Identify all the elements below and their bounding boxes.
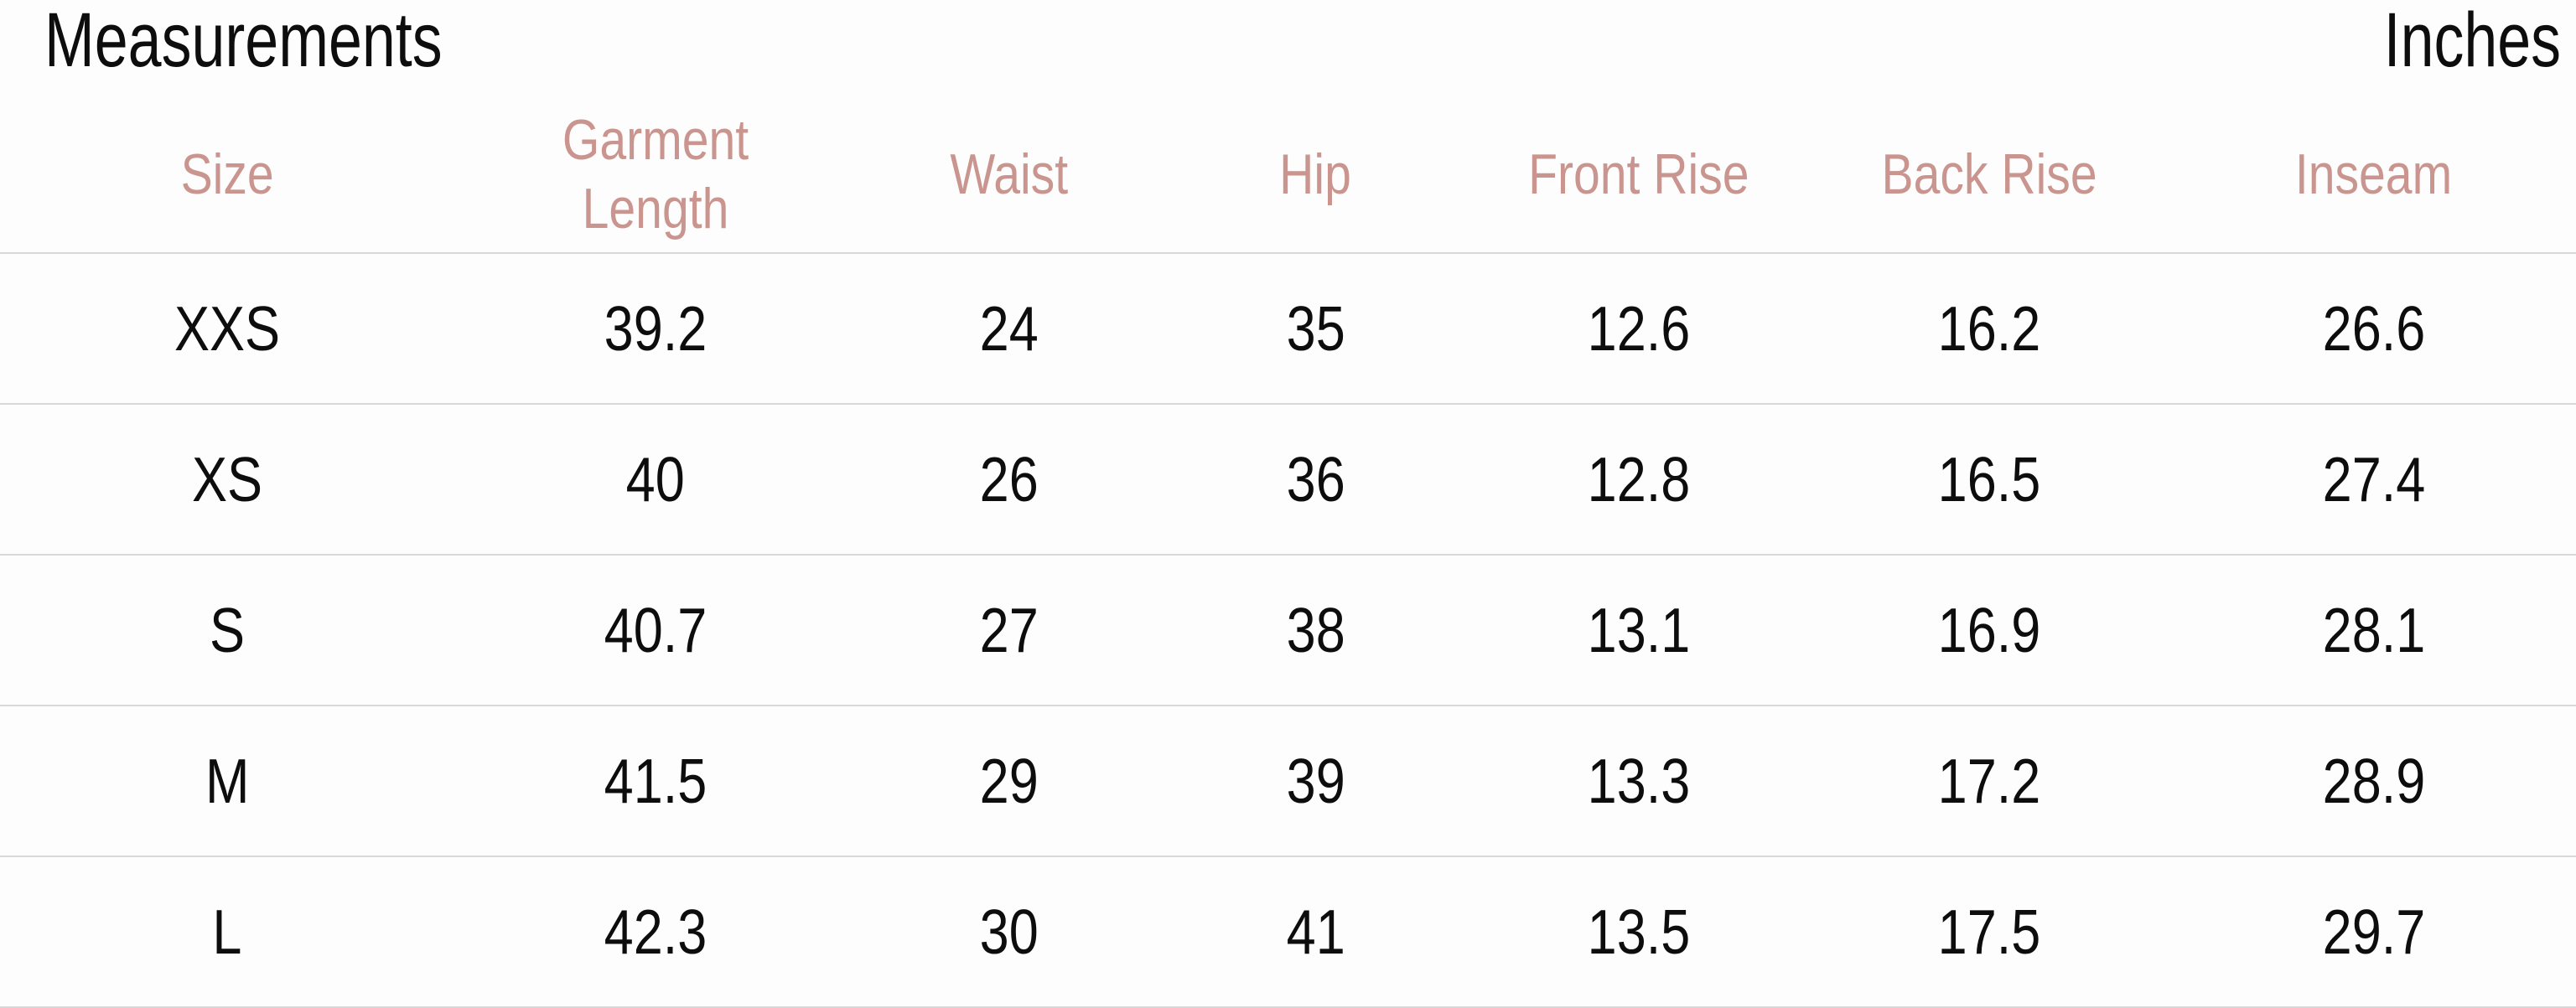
column-header-garment-length: Garment Length (454, 85, 857, 254)
cell-size: S (0, 555, 454, 706)
table-row: XS 40 26 36 12.8 16.5 27.4 (0, 404, 2576, 556)
cell-size: M (0, 706, 454, 857)
cell-back-rise: 16.2 (1807, 253, 2171, 405)
cell-front-rise-value: 12.6 (1587, 292, 1690, 364)
cell-hip-value: 41 (1286, 896, 1345, 967)
cell-garment-length: 42.3 (454, 856, 857, 1008)
column-header-size-label: Size (180, 142, 274, 206)
cell-back-rise: 17.2 (1807, 706, 2171, 857)
cell-inseam: 26.6 (2171, 253, 2576, 405)
cell-garment-length-value: 39.2 (604, 292, 707, 364)
cell-waist: 29 (857, 706, 1162, 857)
cell-waist-value: 26 (979, 443, 1039, 514)
column-header-size: Size (0, 85, 454, 254)
column-header-front-rise-label: Front Rise (1527, 142, 1749, 206)
table-row: S 40.7 27 38 13.1 16.9 28.1 (0, 555, 2576, 706)
cell-inseam-value: 28.9 (2322, 745, 2425, 816)
unit-label: Inches (2383, 0, 2561, 83)
cell-back-rise: 17.5 (1807, 856, 2171, 1008)
cell-waist: 27 (857, 555, 1162, 706)
cell-back-rise-value: 16.9 (1937, 594, 2041, 665)
cell-back-rise-value: 16.5 (1937, 443, 2041, 514)
title-bar: Measurements Inches (0, 0, 2576, 85)
cell-inseam-value: 29.7 (2322, 896, 2425, 967)
cell-hip-value: 38 (1286, 594, 1345, 665)
cell-size: L (0, 856, 454, 1008)
cell-inseam: 28.1 (2171, 555, 2576, 706)
cell-hip: 36 (1162, 404, 1469, 556)
cell-front-rise-value: 13.3 (1587, 745, 1690, 816)
cell-hip: 35 (1162, 253, 1469, 405)
cell-garment-length-value: 41.5 (604, 745, 707, 816)
cell-waist-value: 27 (979, 594, 1039, 665)
cell-front-rise-value: 13.5 (1587, 896, 1690, 967)
cell-size-value: XS (191, 443, 263, 514)
table-header: Size Garment Length Waist Hip Front Rise… (0, 85, 2576, 254)
column-header-inseam-label: Inseam (2294, 142, 2453, 206)
cell-hip-value: 35 (1286, 292, 1345, 364)
cell-waist: 26 (857, 404, 1162, 556)
cell-hip: 39 (1162, 706, 1469, 857)
header-row: Size Garment Length Waist Hip Front Rise… (0, 85, 2576, 254)
cell-front-rise-value: 13.1 (1587, 594, 1690, 665)
cell-size: XS (0, 404, 454, 556)
column-header-waist-label: Waist (950, 142, 1069, 206)
cell-inseam-value: 27.4 (2322, 443, 2425, 514)
column-header-back-rise-label: Back Rise (1881, 142, 2097, 206)
cell-back-rise-value: 17.2 (1937, 745, 2041, 816)
table-row: L 42.3 30 41 13.5 17.5 29.7 (0, 856, 2576, 1008)
column-header-hip-label: Hip (1279, 142, 1352, 206)
cell-front-rise: 13.3 (1469, 706, 1807, 857)
table-row: XXS 39.2 24 35 12.6 16.2 26.6 (0, 253, 2576, 405)
cell-hip: 41 (1162, 856, 1469, 1008)
cell-hip-value: 39 (1286, 745, 1345, 816)
column-header-hip: Hip (1162, 85, 1469, 254)
cell-garment-length-value: 40 (625, 443, 686, 514)
cell-garment-length: 39.2 (454, 253, 857, 405)
cell-waist-value: 30 (979, 896, 1039, 967)
column-header-back-rise: Back Rise (1807, 85, 2171, 254)
cell-back-rise: 16.5 (1807, 404, 2171, 556)
cell-waist: 24 (857, 253, 1162, 405)
cell-garment-length-value: 40.7 (604, 594, 707, 665)
cell-inseam-value: 28.1 (2322, 594, 2425, 665)
cell-back-rise-value: 17.5 (1937, 896, 2041, 967)
cell-garment-length: 40 (454, 404, 857, 556)
cell-size-value: S (209, 594, 246, 665)
cell-hip: 38 (1162, 555, 1469, 706)
cell-size-value: L (212, 896, 242, 967)
cell-front-rise: 13.5 (1469, 856, 1807, 1008)
cell-garment-length: 41.5 (454, 706, 857, 857)
cell-inseam-value: 26.6 (2322, 292, 2425, 364)
cell-inseam: 28.9 (2171, 706, 2576, 857)
cell-inseam: 27.4 (2171, 404, 2576, 556)
table-row: M 41.5 29 39 13.3 17.2 28.9 (0, 706, 2576, 857)
cell-front-rise: 13.1 (1469, 555, 1807, 706)
cell-back-rise: 16.9 (1807, 555, 2171, 706)
cell-front-rise: 12.8 (1469, 404, 1807, 556)
cell-front-rise: 12.6 (1469, 253, 1807, 405)
column-header-garment-length-label: Garment Length (562, 107, 749, 240)
table-body: XXS 39.2 24 35 12.6 16.2 26.6 XS 40 26 3… (0, 253, 2576, 1008)
column-header-waist: Waist (857, 85, 1162, 254)
cell-size-value: XXS (174, 292, 281, 364)
cell-garment-length-value: 42.3 (604, 896, 707, 967)
measurements-table: Size Garment Length Waist Hip Front Rise… (0, 85, 2576, 1008)
column-header-front-rise: Front Rise (1469, 85, 1807, 254)
cell-waist-value: 24 (979, 292, 1039, 364)
cell-garment-length: 40.7 (454, 555, 857, 706)
cell-waist: 30 (857, 856, 1162, 1008)
cell-waist-value: 29 (979, 745, 1039, 816)
cell-front-rise-value: 12.8 (1587, 443, 1690, 514)
cell-size-value: M (205, 745, 250, 816)
column-header-inseam: Inseam (2171, 85, 2576, 254)
page-title: Measurements (44, 0, 443, 83)
cell-size: XXS (0, 253, 454, 405)
cell-inseam: 29.7 (2171, 856, 2576, 1008)
cell-hip-value: 36 (1286, 443, 1345, 514)
cell-back-rise-value: 16.2 (1937, 292, 2041, 364)
